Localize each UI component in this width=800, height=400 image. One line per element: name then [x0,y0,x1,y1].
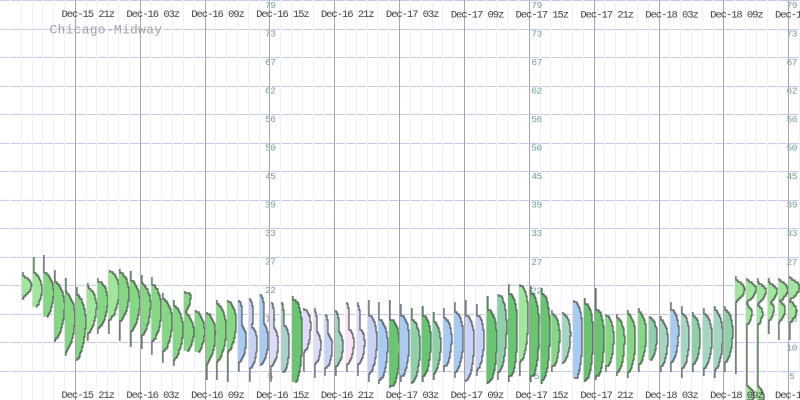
svg-text:Dec-16 21z: Dec-16 21z [321,390,374,400]
svg-text:50: 50 [531,143,542,154]
svg-text:33: 33 [787,228,798,239]
svg-text:27: 27 [265,257,276,268]
svg-text:Dec-17 15z: Dec-17 15z [515,390,568,400]
svg-text:56: 56 [787,114,798,125]
svg-text:45: 45 [531,171,542,182]
svg-text:73: 73 [787,28,798,39]
svg-text:62: 62 [787,86,798,97]
svg-text:Dec-16 09z: Dec-16 09z [191,390,244,400]
svg-text:79: 79 [265,0,276,11]
svg-text:22: 22 [265,285,276,296]
svg-text:10: 10 [786,342,797,353]
svg-text:Dec-16 03z: Dec-16 03z [126,390,179,400]
svg-text:Dec-17 21z: Dec-17 21z [580,390,633,400]
svg-text:Dec-15 21z: Dec-15 21z [61,390,114,400]
svg-text:Dec-18 09z: Dec-18 09z [710,9,763,21]
svg-text:Dec-18 09z: Dec-18 09z [710,390,763,400]
svg-text:50: 50 [265,143,276,154]
svg-text:Dec-18 15z: Dec-18 15z [775,9,800,21]
svg-text:Dec-16 03z: Dec-16 03z [126,9,179,21]
svg-text:Dec-17 15z: Dec-17 15z [516,9,569,21]
svg-text:27: 27 [786,257,797,268]
svg-text:39: 39 [265,200,276,211]
svg-text:Dec-16 21z: Dec-16 21z [321,9,374,21]
svg-text:Dec-17 09z: Dec-17 09z [451,390,504,400]
svg-text:Dec-16 15z: Dec-16 15z [256,390,309,400]
svg-text:56: 56 [531,114,542,125]
svg-text:Dec-18 03z: Dec-18 03z [645,390,698,400]
svg-text:62: 62 [265,85,276,96]
svg-text:79: 79 [531,0,542,11]
svg-text:67: 67 [787,57,798,68]
svg-text:50: 50 [787,143,798,154]
svg-text:5: 5 [789,371,795,382]
svg-text:Dec-16 15z: Dec-16 15z [256,9,309,21]
svg-text:Dec-18 15z: Dec-18 15z [775,390,800,400]
svg-text:56: 56 [265,114,276,125]
svg-text:Dec-17 09z: Dec-17 09z [451,9,504,21]
svg-text:62: 62 [531,86,542,97]
svg-text:79: 79 [787,0,798,11]
svg-text:Dec-17 21z: Dec-17 21z [580,9,633,21]
svg-text:33: 33 [531,228,542,239]
svg-text:73: 73 [265,28,276,39]
svg-text:67: 67 [265,57,276,68]
svg-text:Dec-17 03z: Dec-17 03z [386,390,439,400]
svg-text:Dec-15 21z: Dec-15 21z [62,9,115,21]
svg-text:33: 33 [265,228,276,239]
svg-text:45: 45 [265,171,276,182]
svg-text:73: 73 [531,28,542,39]
svg-text:39: 39 [531,200,542,211]
svg-text:Dec-18 03z: Dec-18 03z [645,9,698,21]
svg-text:Dec-16 09z: Dec-16 09z [191,9,244,21]
svg-text:Dec-17 03z: Dec-17 03z [386,9,439,21]
svg-text:Chicago-Midway: Chicago-Midway [50,22,163,37]
svg-text:27: 27 [531,257,542,268]
svg-text:67: 67 [531,57,542,68]
svg-text:5: 5 [534,371,540,382]
svg-text:45: 45 [787,171,798,182]
svg-text:39: 39 [787,200,798,211]
svg-text:22: 22 [531,285,542,296]
